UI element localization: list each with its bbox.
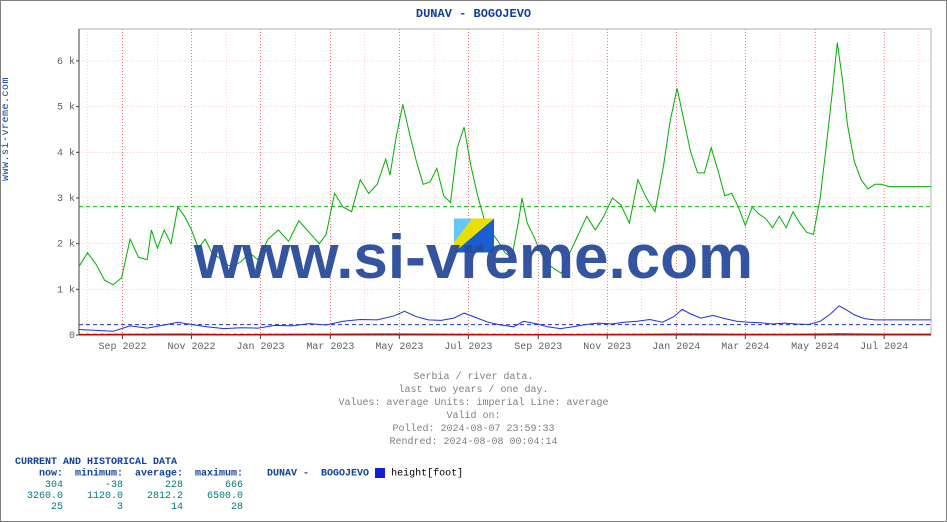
data-heading: CURRENT AND HISTORICAL DATA (15, 457, 463, 468)
info-block: Serbia / river data.last two years / one… (1, 371, 946, 449)
svg-text:Mar 2023: Mar 2023 (306, 342, 354, 353)
svg-text:3 k: 3 k (57, 193, 75, 205)
chart-title: DUNAV - BOGOJEVO (1, 1, 946, 21)
info-line: Values: average Units: imperial Line: av… (1, 397, 946, 410)
info-line: Serbia / river data. (1, 371, 946, 384)
svg-text:Jan 2024: Jan 2024 (652, 342, 700, 353)
svg-text:Jan 2023: Jan 2023 (236, 342, 284, 353)
svg-text:5 k: 5 k (57, 102, 75, 114)
svg-text:2 k: 2 k (57, 239, 75, 251)
watermark-logo-icon (454, 219, 494, 253)
svg-text:Nov 2023: Nov 2023 (583, 342, 631, 353)
svg-text:Jul 2023: Jul 2023 (444, 341, 492, 353)
historical-data-block: CURRENT AND HISTORICAL DATA now: minimum… (15, 457, 463, 513)
chart-svg: 0 1 k 2 k 3 k 4 k 5 k 6 k Sep 2022 Nov 2022 Jan 2… (51, 25, 935, 355)
info-line: Rendred: 2024-08-08 00:04:14 (1, 436, 946, 449)
legend-swatch-icon (375, 468, 385, 478)
chart-area: 0 1 k 2 k 3 k 4 k 5 k 6 k Sep 2022 Nov 2022 Jan 2… (51, 25, 935, 355)
info-line: Polled: 2024-08-07 23:59:33 (1, 423, 946, 436)
svg-text:Mar 2024: Mar 2024 (721, 342, 769, 353)
svg-text:Sep 2022: Sep 2022 (98, 342, 146, 353)
info-line: Valid on: (1, 410, 946, 423)
svg-text:6 k: 6 k (57, 56, 75, 68)
chart-container: DUNAV - BOGOJEVO www.si-vreme.com 0 1 k 2 … (0, 0, 947, 522)
svg-text:May 2024: May 2024 (791, 342, 839, 353)
svg-text:Sep 2023: Sep 2023 (514, 342, 562, 353)
svg-text:0: 0 (69, 331, 75, 342)
svg-text:1 k: 1 k (57, 284, 75, 296)
info-line: last two years / one day. (1, 384, 946, 397)
data-table: now: minimum: average: maximum: DUNAV - … (15, 468, 463, 513)
svg-text:May 2023: May 2023 (375, 342, 423, 353)
y-axis-label: www.si-vreme.com (1, 77, 12, 181)
svg-text:4 k: 4 k (57, 147, 75, 159)
svg-text:Jul 2024: Jul 2024 (860, 341, 908, 353)
svg-text:Nov 2022: Nov 2022 (167, 342, 215, 353)
legend-text: height[foot] (391, 469, 463, 480)
